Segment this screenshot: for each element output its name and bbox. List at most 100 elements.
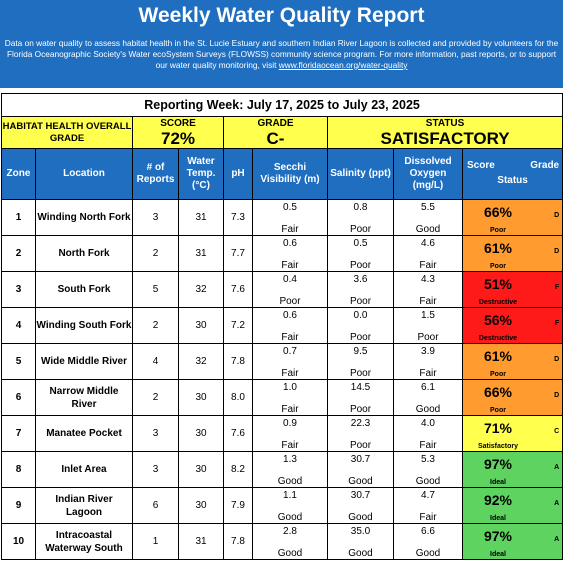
secchi-value: 0.6 bbox=[283, 238, 297, 249]
secchi-value: 0.5 bbox=[283, 202, 297, 213]
zone-grade: F bbox=[554, 284, 560, 291]
salinity-cell: 0.5 Poor bbox=[327, 235, 394, 272]
oxygen-rating: Fair bbox=[419, 512, 437, 523]
zone-status: Ideal bbox=[490, 551, 506, 558]
water-quality-link[interactable]: www.floridaocean.org/water-quality bbox=[278, 59, 408, 70]
table-row: 8 Inlet Area 3 30 8.2 1.3 Good 30.7 Good 5.3 Good 9… bbox=[1, 451, 563, 488]
zone-status: Destructive bbox=[478, 335, 518, 342]
zone-grade: A bbox=[554, 500, 560, 507]
table-row: 3 South Fork 5 32 7.6 0.4 Poor 3.6 Poor 4.3 Fair 51… bbox=[1, 271, 563, 308]
overall-status: SATISFACTORY bbox=[380, 129, 510, 148]
salinity-value: 30.7 bbox=[350, 490, 371, 501]
salinity-value: 35.0 bbox=[350, 526, 371, 537]
status-label: STATUS bbox=[425, 118, 465, 129]
oxygen-rating: Fair bbox=[419, 260, 437, 271]
zone-status: Ideal bbox=[490, 479, 506, 486]
zone-score: 71% bbox=[483, 420, 513, 436]
report-count: 1 bbox=[132, 523, 179, 560]
zone-grade: D bbox=[554, 392, 560, 399]
oxygen-rating: Poor bbox=[417, 332, 439, 343]
zone-number: 7 bbox=[1, 415, 36, 452]
secchi-cell: 0.7 Fair bbox=[252, 343, 328, 380]
salinity-cell: 30.7 Good bbox=[327, 487, 394, 524]
salinity-value: 9.5 bbox=[353, 346, 368, 357]
zone-grade: D bbox=[554, 356, 560, 363]
col-ph: pH bbox=[223, 148, 253, 200]
water-temp: 30 bbox=[178, 307, 224, 344]
reporting-week: Reporting Week: July 17, 2025 to July 23… bbox=[0, 93, 563, 117]
zone-status: Satisfactory bbox=[477, 443, 519, 450]
secchi-cell: 0.6 Fair bbox=[252, 235, 328, 272]
secchi-rating: Fair bbox=[281, 440, 299, 451]
salinity-cell: 3.6 Poor bbox=[327, 271, 394, 308]
oxygen-rating: Fair bbox=[419, 368, 437, 379]
table-row: 4 Winding South Fork 2 30 7.2 0.6 Fair 0.0 Poor 1… bbox=[1, 307, 563, 344]
score-cell: 92% A Ideal bbox=[461, 487, 563, 524]
secchi-value: 0.7 bbox=[283, 346, 297, 357]
report-header: Weekly Water Quality Report Data on wate… bbox=[0, 0, 563, 88]
report-count: 6 bbox=[132, 487, 179, 524]
oxygen-value: 6.6 bbox=[421, 526, 435, 537]
zone-location: Winding South Fork bbox=[35, 307, 133, 344]
oxygen-value: 5.5 bbox=[421, 202, 435, 213]
score-cell: 71% C Satisfactory bbox=[461, 415, 563, 452]
salinity-value: 3.6 bbox=[353, 274, 368, 285]
oxygen-cell: 1.5 Poor bbox=[393, 307, 463, 344]
water-temp: 31 bbox=[178, 523, 224, 560]
col-location: Location bbox=[35, 148, 133, 200]
ph-value: 7.2 bbox=[223, 307, 253, 344]
salinity-rating: Poor bbox=[349, 332, 372, 343]
secchi-rating: Fair bbox=[281, 368, 299, 379]
col-zone: Zone bbox=[1, 148, 36, 200]
report-count: 3 bbox=[132, 199, 179, 236]
zone-status: Poor bbox=[490, 407, 506, 414]
zone-score: 56% bbox=[483, 312, 513, 328]
zone-grade: D bbox=[554, 212, 560, 219]
oxygen-rating: Good bbox=[415, 404, 441, 415]
oxygen-value: 5.3 bbox=[421, 454, 435, 465]
report-count: 4 bbox=[132, 343, 179, 380]
salinity-value: 22.3 bbox=[350, 418, 371, 429]
score-cell: 61% D Poor bbox=[461, 343, 563, 380]
water-temp: 32 bbox=[178, 343, 224, 380]
water-temp: 30 bbox=[178, 379, 224, 416]
zone-number: 8 bbox=[1, 451, 36, 488]
oxygen-rating: Good bbox=[415, 548, 441, 559]
water-quality-table: Reporting Week: July 17, 2025 to July 23… bbox=[0, 93, 563, 560]
salinity-rating: Poor bbox=[349, 440, 372, 451]
zone-score: 61% bbox=[483, 240, 513, 256]
oxygen-cell: 4.7 Fair bbox=[393, 487, 463, 524]
grade-label: GRADE bbox=[257, 118, 294, 129]
report-count: 2 bbox=[132, 235, 179, 272]
table-row: 10 Intracoastal Waterway South 1 31 7.8 2.8 Go… bbox=[1, 523, 563, 560]
secchi-rating: Poor bbox=[279, 296, 301, 307]
salinity-cell: 0.8 Poor bbox=[327, 199, 394, 236]
status-cell: STATUS SATISFACTORY bbox=[326, 116, 563, 149]
score-cell: 97% A Ideal bbox=[461, 451, 563, 488]
zone-location: South Fork bbox=[35, 271, 133, 308]
report-title: Weekly Water Quality Report bbox=[138, 4, 425, 27]
salinity-cell: 14.5 Poor bbox=[327, 379, 394, 416]
table-row: 9 Indian River Lagoon 6 30 7.9 1.1 Good 30.7 Goo… bbox=[1, 487, 563, 524]
overall-grade: C- bbox=[266, 129, 285, 148]
oxygen-rating: Fair bbox=[419, 440, 437, 451]
water-temp: 30 bbox=[178, 451, 224, 488]
zone-location: Indian River Lagoon bbox=[35, 487, 133, 524]
salinity-rating: Poor bbox=[349, 404, 372, 415]
salinity-cell: 30.7 Good bbox=[327, 451, 394, 488]
zone-location: Winding North Fork bbox=[35, 199, 133, 236]
table-row: 5 Wide Middle River 4 32 7.8 0.7 Fair 9.5 Poor 3.… bbox=[1, 343, 563, 380]
score-label: SCORE bbox=[160, 118, 196, 129]
zone-location: Narrow Middle River bbox=[35, 379, 133, 416]
salinity-value: 30.7 bbox=[350, 454, 371, 465]
score-cell: 56% F Destructive bbox=[461, 307, 563, 344]
secchi-rating: Good bbox=[277, 476, 303, 487]
zone-location: Inlet Area bbox=[35, 451, 133, 488]
col-score: Score bbox=[467, 160, 495, 171]
oxygen-value: 1.5 bbox=[421, 310, 435, 321]
secchi-value: 0.9 bbox=[283, 418, 297, 429]
zone-number: 3 bbox=[1, 271, 36, 308]
zone-score: 66% bbox=[483, 384, 513, 400]
water-temp: 31 bbox=[178, 235, 224, 272]
